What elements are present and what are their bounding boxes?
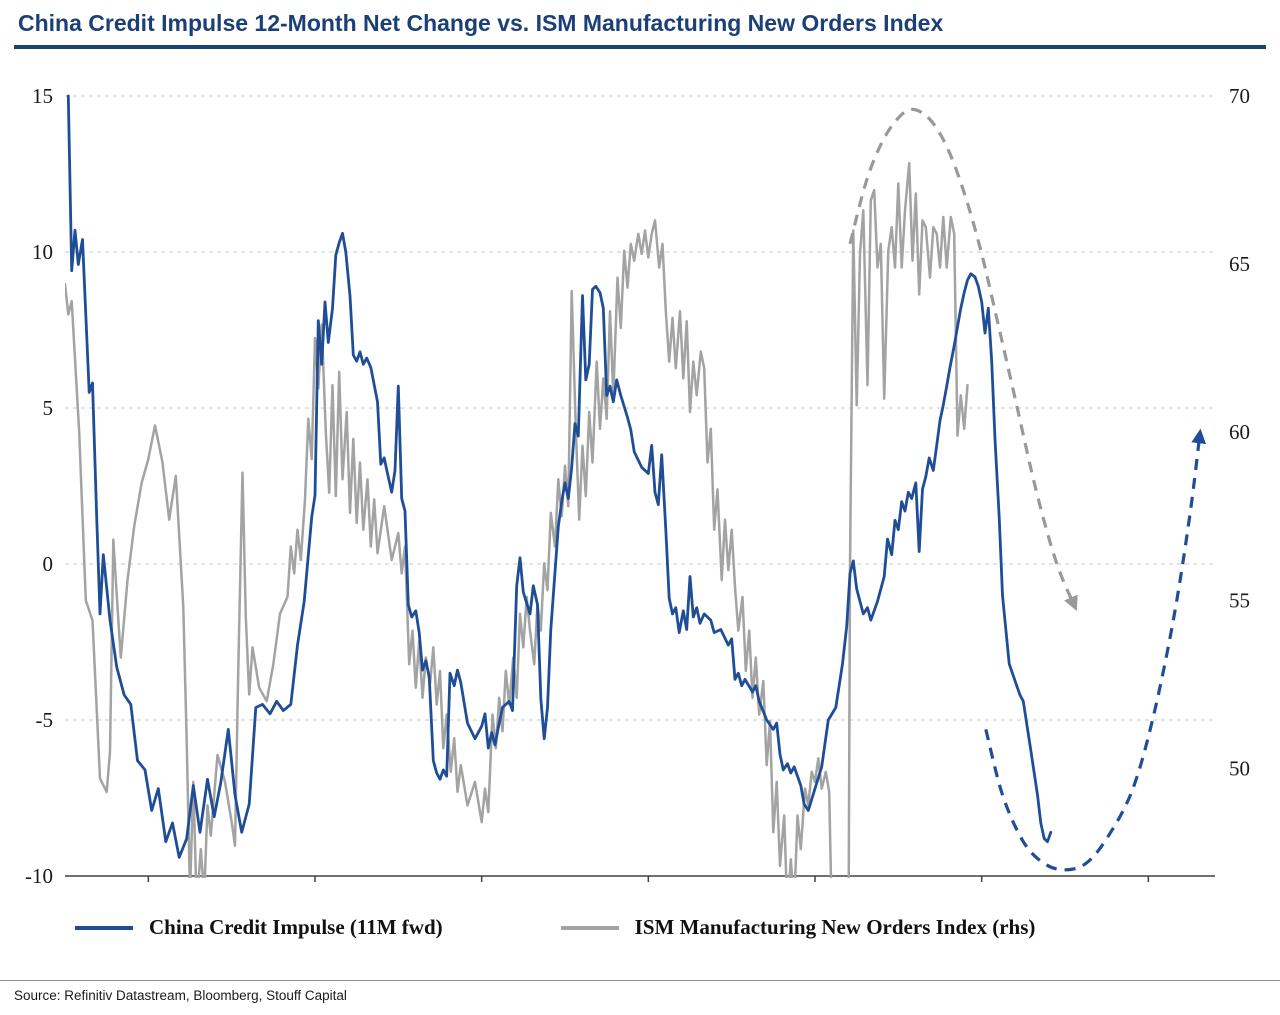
svg-text:2014: 2014 <box>294 888 337 893</box>
source-text: Source: Refinitiv Datastream, Bloomberg,… <box>14 988 347 1003</box>
svg-text:50: 50 <box>1229 756 1250 780</box>
svg-text:5: 5 <box>43 396 54 420</box>
svg-text:2020: 2020 <box>794 888 836 893</box>
legend-label-credit-impulse: China Credit Impulse (11M fwd) <box>149 915 443 939</box>
svg-text:15: 15 <box>32 84 53 108</box>
chart-page: China Credit Impulse 12-Month Net Change… <box>0 6 1280 1015</box>
chart-legend: China Credit Impulse (11M fwd) ISM Manuf… <box>0 915 1280 940</box>
x-axis: 2012 2014 2016 2018 2020 2022 2024 <box>65 875 1215 893</box>
chart-header: China Credit Impulse 12-Month Net Change… <box>14 6 1266 49</box>
svg-text:2012: 2012 <box>127 888 169 893</box>
svg-text:55: 55 <box>1229 588 1250 612</box>
annotation-credit-impulse-projection-arrow <box>984 428 1207 872</box>
svg-text:10: 10 <box>32 240 53 264</box>
legend-label-ism: ISM Manufacturing New Orders Index (rhs) <box>634 915 1036 939</box>
svg-text:2016: 2016 <box>461 888 503 893</box>
grid-lines <box>65 95 1215 721</box>
svg-text:0: 0 <box>43 552 54 576</box>
svg-text:60: 60 <box>1229 420 1250 444</box>
source-footer: Source: Refinitiv Datastream, Bloomberg,… <box>0 980 1280 1015</box>
y-axis-left-labels: 15 10 5 0 -5 -10 <box>25 84 53 888</box>
annotation-ism-projection-arrow <box>848 107 1078 612</box>
legend-item-ism: ISM Manufacturing New Orders Index (rhs) <box>560 915 1036 940</box>
series-china-credit-impulse-11m-fwd <box>66 94 1053 859</box>
legend-item-credit-impulse: China Credit Impulse (11M fwd) <box>75 915 443 940</box>
chart-area: 2012201420162018202020222024151050-5-107… <box>0 51 1280 893</box>
svg-text:2022: 2022 <box>961 888 1003 893</box>
series-ism-manufacturing-new-orders-index-rhs <box>65 161 969 878</box>
dual-axis-line-chart: 2012201420162018202020222024151050-5-107… <box>25 84 1250 893</box>
page-title: China Credit Impulse 12-Month Net Change… <box>18 10 944 36</box>
y-axis-right-labels: 70 65 60 55 50 <box>1229 84 1250 780</box>
svg-text:2018: 2018 <box>627 888 669 893</box>
svg-text:-5: -5 <box>36 708 54 732</box>
svg-text:70: 70 <box>1229 84 1250 108</box>
legend-line-blue <box>75 925 133 930</box>
svg-text:-10: -10 <box>25 864 53 888</box>
svg-text:2024: 2024 <box>1127 888 1170 893</box>
svg-text:65: 65 <box>1229 252 1250 276</box>
legend-line-gray <box>560 925 619 930</box>
